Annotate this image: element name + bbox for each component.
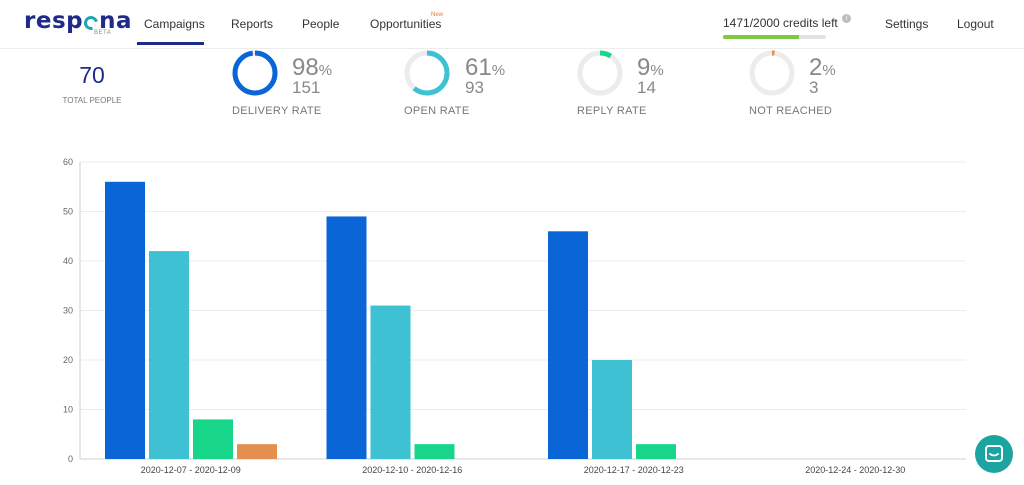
y-tick-label: 30 [63,306,73,316]
credits-progress-bar [723,35,826,39]
bar [370,305,411,459]
percent-sign: % [318,62,333,79]
not-reached-percent-value: 2 [809,54,823,81]
bar [414,444,455,459]
reply-rate-ring [577,50,623,96]
bar [326,216,367,459]
total-people-value: 70 [79,62,105,88]
bar [193,419,233,459]
percent-sign: % [650,62,664,79]
not-reached-arc [749,50,795,96]
delivery-rate-count: 151 [292,78,321,97]
nav-settings[interactable]: Settings [885,17,929,31]
reply-rate-label: REPLY RATE [577,105,647,117]
y-tick-label: 50 [63,207,73,217]
x-tick-label: 2020-12-17 - 2020-12-23 [584,465,684,475]
y-tick-label: 20 [63,355,73,365]
info-icon[interactable]: i [842,14,851,23]
nav-people[interactable]: People [302,17,340,31]
open-rate-label: OPEN RATE [404,105,470,117]
chat-launcher-button[interactable] [975,435,1013,473]
not-reached-count: 3 [809,78,819,97]
reply-rate-percent-value: 9 [637,54,651,81]
nav-opportunities[interactable]: Opportunities [370,17,442,31]
weekly-bar-chart: 0 10 20 30 40 50 60 2020-12-07 - 2020-12-09 2020… [63,157,966,475]
bar [548,231,588,459]
not-reached-ring [749,50,795,96]
open-rate-percent-value: 61 [465,54,492,81]
credits-progress-fill [723,35,799,39]
reply-rate-count: 14 [637,78,656,97]
not-reached-percent: 2% [809,56,836,83]
logo-text-right: na [99,8,133,34]
y-tick-label: 40 [63,256,73,266]
bar [237,444,277,459]
chat-icon [985,445,1003,462]
percent-sign: % [822,62,836,79]
open-rate-arc [404,50,450,96]
percent-sign: % [491,62,506,79]
x-tick-label: 2020-12-24 - 2020-12-30 [805,465,905,475]
y-tick-label: 60 [63,157,73,167]
bar [636,444,676,459]
delivery-rate-arc [232,50,278,96]
open-rate-percent: 61% [465,56,505,83]
bar [105,181,145,460]
logo-text-left: resp [24,8,84,34]
new-badge: New [431,12,444,18]
total-people-label: TOTAL PEOPLE [62,96,122,105]
respona-logo[interactable]: resp na [24,8,132,34]
reply-rate-percent: 9% [637,56,664,83]
bar [149,251,189,459]
open-rate-ring [404,50,450,96]
active-tab-indicator [137,42,204,45]
nav-campaigns[interactable]: Campaigns [144,17,205,31]
y-tick-label: 0 [68,454,73,464]
x-tick-label: 2020-12-10 - 2020-12-16 [362,465,462,475]
credits-left: 1471/2000 credits left [723,16,838,30]
not-reached-label: NOT REACHED [749,105,833,117]
nav-logout[interactable]: Logout [957,17,994,31]
top-navigation-bar: resp na BETA Campaigns Reports People Opp… [0,0,1024,49]
bar [592,360,632,459]
nav-reports[interactable]: Reports [231,17,274,31]
y-tick-label: 10 [63,405,73,415]
delivery-rate-percent: 98% [292,56,332,83]
beta-tag: BETA [94,30,112,36]
delivery-rate-percent-value: 98 [292,54,319,81]
delivery-rate-ring [232,50,278,96]
delivery-rate-label: DELIVERY RATE [232,105,322,117]
reply-rate-arc [577,50,623,96]
x-tick-label: 2020-12-07 - 2020-12-09 [141,465,241,475]
open-rate-count: 93 [465,78,484,97]
